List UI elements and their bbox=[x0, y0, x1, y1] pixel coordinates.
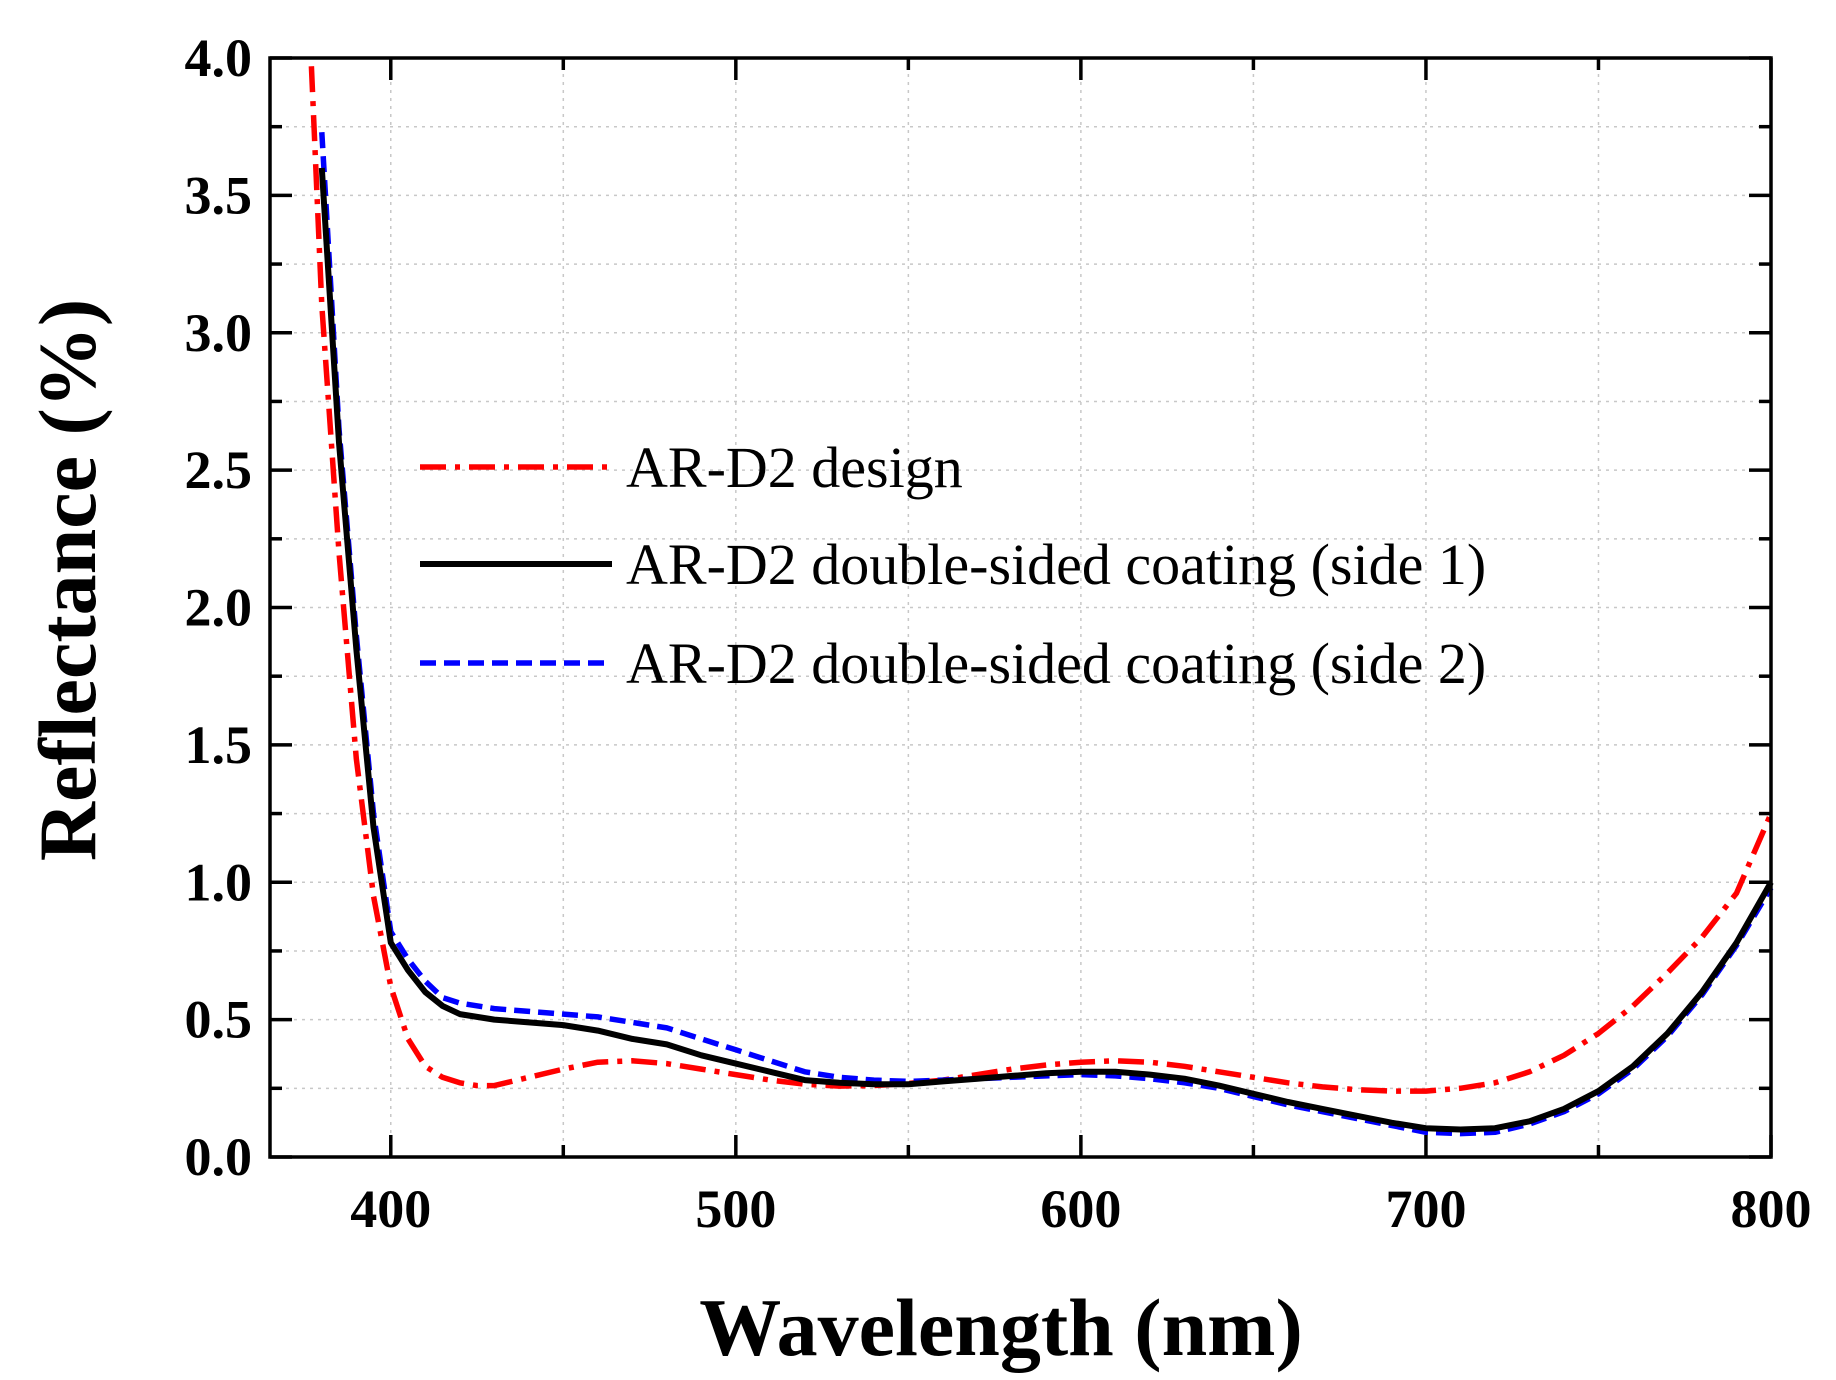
x-tick-label: 400 bbox=[350, 1179, 431, 1239]
x-tick-label: 800 bbox=[1731, 1179, 1812, 1239]
y-axis-title: Reflectance (%) bbox=[22, 299, 113, 861]
data-series bbox=[308, 66, 1774, 1137]
y-tick-label: 2.5 bbox=[185, 440, 253, 500]
y-tick-label: 3.0 bbox=[185, 303, 253, 363]
x-tick-label: 600 bbox=[1040, 1179, 1121, 1239]
x-tick-labels: 400 500 600 700 800 bbox=[350, 1179, 1811, 1239]
x-tick-label: 500 bbox=[695, 1179, 776, 1239]
legend-label-1: AR-D2 design bbox=[626, 435, 963, 500]
legend: AR-D2 design AR-D2 double-sided coating (… bbox=[420, 435, 1486, 696]
y-tick-label: 2.0 bbox=[185, 578, 253, 638]
x-tick-label: 700 bbox=[1385, 1179, 1466, 1239]
x-axis-title: Wavelength (nm) bbox=[699, 1282, 1303, 1373]
legend-label-3: AR-D2 double-sided coating (side 2) bbox=[626, 631, 1486, 696]
y-tick-label: 4.0 bbox=[185, 28, 253, 88]
y-tick-label: 1.0 bbox=[185, 852, 253, 912]
y-tick-labels: 0.0 0.5 1.0 1.5 2.0 2.5 3.0 3.5 4.0 bbox=[185, 28, 253, 1187]
series-line-2 bbox=[318, 167, 1774, 1133]
y-tick-label: 1.5 bbox=[185, 715, 253, 775]
legend-label-2: AR-D2 double-sided coating (side 1) bbox=[626, 532, 1486, 597]
y-tick-label: 0.5 bbox=[185, 990, 253, 1050]
grid-lines bbox=[270, 58, 1771, 1157]
axis-ticks bbox=[270, 56, 1773, 1159]
y-tick-label: 3.5 bbox=[185, 165, 253, 225]
y-tick-label: 0.0 bbox=[185, 1127, 253, 1187]
